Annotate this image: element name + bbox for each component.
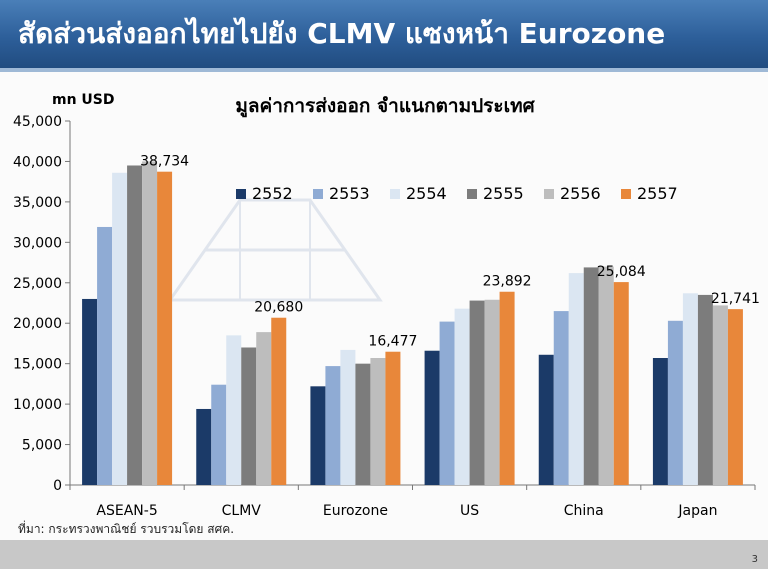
bar [325,366,341,485]
x-tick-label: Eurozone [323,503,388,519]
data-label: 38,734 [140,154,189,170]
legend-label: 2552 [252,184,293,203]
legend-swatch [236,189,246,199]
bar [553,311,569,485]
data-labels: 38,734 20,680 16,477 23,892 25,084 21,741 [140,154,760,350]
bar [82,298,98,485]
bar [385,351,401,485]
data-label: 20,680 [254,300,303,316]
legend-label: 2555 [483,184,524,203]
bar [370,358,386,485]
bar [439,321,455,485]
legend-label: 2553 [329,184,370,203]
x-tick-label: Japan [677,503,717,519]
legend: 2552 2553 2554 2555 2556 2557 [236,184,678,203]
data-label: 16,477 [368,334,417,350]
bar [652,358,668,485]
bar [424,350,440,485]
data-label: 21,741 [711,291,760,307]
bar [454,308,470,485]
legend-swatch [467,189,477,199]
y-tick-label: 20,000 [13,316,62,332]
source-note: ที่มา: กระทรวงพาณิชย์ รวบรวมโดย สศค. [18,522,235,536]
bar [727,309,743,485]
bar [583,267,599,485]
y-axis: 0 5,000 10,000 15,000 20,000 25,000 30,000 35,0… [13,114,71,494]
bar [682,293,698,485]
bar [157,171,173,485]
bar [340,349,356,485]
bar [667,320,683,485]
legend-swatch [544,189,554,199]
bar [484,299,500,485]
x-tick-label: ASEAN-5 [96,503,157,519]
x-tick-label: China [564,503,604,519]
bar [499,291,515,485]
x-tick-label: CLMV [222,503,262,519]
bar [613,282,629,485]
title-bar: สัดส่วนส่งออกไทยไปยัง CLMV แซงหน้า Euroz… [0,0,768,72]
y-axis-unit-label: mn USD [52,92,115,108]
legend-label: 2557 [637,184,678,203]
bars [82,161,743,485]
chart-title: มูลค่าการส่งออก จำแนกตามประเทศ [235,95,535,118]
legend-label: 2556 [560,184,601,203]
bar [211,384,227,485]
bar [256,332,272,485]
y-tick-label: 15,000 [13,357,62,373]
bar [271,317,287,485]
bar [598,266,614,485]
bar [127,165,143,485]
bar [112,172,128,485]
y-tick-label: 45,000 [13,114,62,130]
data-label: 23,892 [483,274,532,290]
bar [697,294,713,485]
bar [97,226,113,485]
bar [142,161,158,485]
bar [196,408,212,485]
y-tick-label: 10,000 [13,397,62,413]
slide-title: สัดส่วนส่งออกไทยไปยัง CLMV แซงหน้า Euroz… [18,17,666,50]
watermark-logo [167,198,383,302]
bar [568,273,584,485]
x-axis: ASEAN-5 CLMV Eurozone US China Japan [69,484,756,519]
y-tick-label: 25,000 [13,276,62,292]
y-tick-label: 40,000 [13,154,62,170]
bar [241,347,257,485]
legend-swatch [621,189,631,199]
bar [355,363,371,485]
data-label: 25,084 [597,264,646,280]
legend-swatch [390,189,400,199]
bar [712,305,728,485]
x-tick-label: US [460,503,479,519]
bar-chart: mn USD มูลค่าการส่งออก จำแนกตามประเทศ 0 5… [13,92,760,519]
footer-bar: 3 [0,540,768,569]
legend-label: 2554 [406,184,447,203]
bar [538,354,554,485]
y-tick-label: 0 [53,478,62,494]
bar [310,386,326,485]
y-tick-label: 30,000 [13,235,62,251]
page-number: 3 [751,554,758,565]
legend-swatch [313,189,323,199]
bar [469,300,485,485]
y-tick-label: 35,000 [13,195,62,211]
bar [226,335,242,485]
y-tick-label: 5,000 [22,438,62,454]
